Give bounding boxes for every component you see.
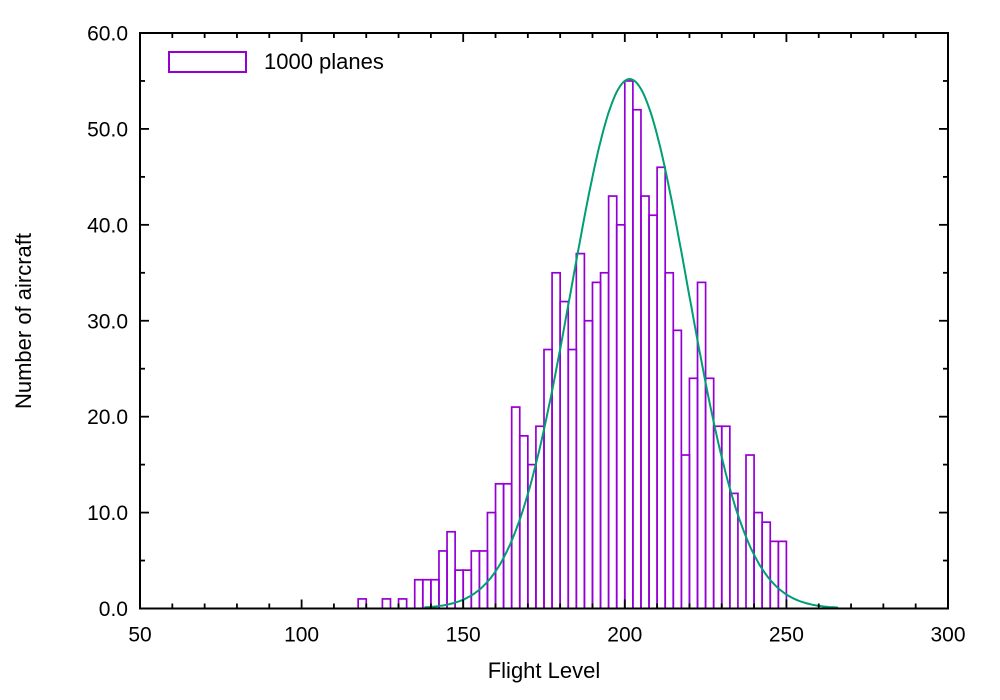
x-tick-label: 250 [769, 624, 804, 647]
histogram-bar [413, 578, 424, 610]
y-tick-label: 40.0 [87, 214, 128, 237]
x-tick-label: 300 [930, 624, 965, 647]
histogram-bar [478, 550, 489, 610]
histogram-bar [720, 425, 731, 610]
histogram-bar [672, 329, 683, 610]
histogram-bar [486, 511, 497, 610]
histogram-bar [696, 281, 707, 610]
histogram-bar [567, 348, 578, 610]
histogram-bar [430, 578, 440, 610]
histogram-bar [518, 435, 529, 610]
histogram-bar [664, 271, 675, 610]
histogram-bar [648, 214, 658, 610]
histogram-bar [397, 598, 408, 610]
histogram-bar [575, 252, 586, 610]
histogram-bar [607, 195, 618, 610]
histogram-bar [462, 569, 473, 610]
y-tick-label: 0.0 [99, 598, 128, 621]
x-tick-label: 150 [446, 624, 481, 647]
histogram-bar [357, 598, 368, 610]
x-tick-label: 200 [607, 624, 642, 647]
y-axis-label: Number of aircraft [11, 232, 36, 410]
histogram-bar [494, 482, 505, 610]
histogram-bar [381, 598, 392, 610]
histogram-bar [502, 482, 513, 610]
y-tick-labels: 0.0 10.0 20.0 30.0 40.0 50.0 60.0 [87, 23, 128, 622]
y-tick-label: 10.0 [87, 502, 128, 525]
histogram-bar [446, 530, 456, 610]
histogram-bar [470, 550, 481, 610]
histogram-bar [761, 521, 772, 610]
histogram-bar [632, 108, 642, 610]
histogram-bar [591, 281, 602, 610]
x-tick-labels: 50 100 150 200 250 300 [128, 624, 965, 647]
histogram-bar [777, 540, 788, 610]
legend-swatch-histogram [168, 51, 247, 73]
gaussian-curve [424, 77, 839, 609]
histogram-bars [357, 80, 788, 610]
histogram-bar [535, 425, 545, 610]
histogram-bar [640, 195, 650, 610]
legend: 1000 planes [168, 51, 384, 73]
y-tick-label: 20.0 [87, 406, 128, 429]
histogram-bar [769, 540, 780, 610]
axis-ticks [139, 32, 949, 610]
histogram-bar [599, 271, 610, 610]
histogram-bar [688, 377, 699, 610]
x-tick-label: 100 [284, 624, 319, 647]
histogram-bar [510, 406, 521, 610]
histogram-bar [583, 319, 594, 610]
histogram-bar [680, 454, 691, 610]
y-tick-label: 50.0 [87, 118, 128, 141]
x-tick-label: 50 [128, 624, 151, 647]
histogram-bar [551, 271, 562, 610]
histogram-bar [745, 454, 755, 610]
y-tick-label: 30.0 [87, 310, 128, 333]
y-tick-label: 60.0 [87, 23, 128, 46]
legend-label: 1000 planes [264, 49, 384, 74]
histogram-bar [438, 550, 448, 610]
histogram-bar [623, 80, 634, 610]
histogram-bar [656, 166, 667, 610]
histogram-bar [543, 348, 553, 610]
histogram-bar [421, 578, 432, 610]
x-axis-label: Flight Level [487, 658, 601, 683]
histogram-bar [615, 223, 626, 610]
